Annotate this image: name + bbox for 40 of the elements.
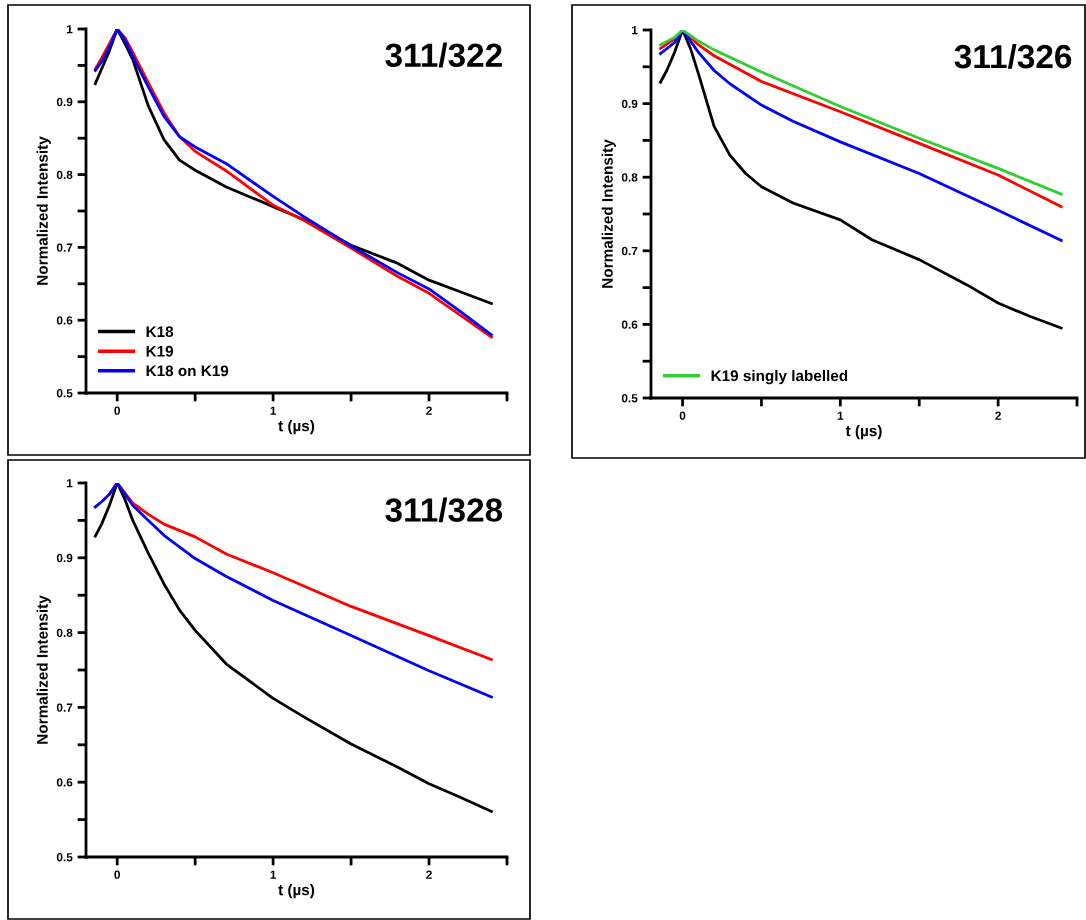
y-tick-label: 0.8 [56, 170, 73, 179]
y-tick-label: 1 [66, 479, 73, 488]
y-axis-title: Normalized Intensity [36, 136, 51, 285]
x-tick-label: 2 [995, 411, 1001, 420]
y-tick-label: 1 [66, 25, 73, 34]
y-tick-label: 0.8 [621, 173, 638, 182]
x-tick-label: 1 [837, 411, 844, 420]
y-tick-label: 0.5 [56, 389, 73, 398]
y-tick-label: 0.7 [56, 243, 73, 252]
y-tick-label: 1 [631, 26, 638, 35]
y-tick-label: 0.7 [621, 246, 638, 256]
y-tick-label: 0.6 [56, 316, 73, 325]
y-tick-label: 0.9 [56, 97, 73, 107]
x-tick-label: 2 [426, 870, 432, 879]
x-tick-label: 1 [270, 406, 277, 415]
y-tick-label: 0.6 [56, 778, 73, 787]
y-tick-label: 0.9 [621, 99, 638, 108]
y-tick-label: 0.5 [621, 394, 638, 403]
y-tick-label: 0.9 [56, 553, 73, 563]
y-tick-label: 0.7 [56, 703, 73, 712]
y-axis-title: Normalized Intensity [36, 595, 51, 744]
x-axis-title: t (µs) [278, 419, 315, 435]
chart-title: 311/328 [385, 497, 503, 523]
chart-title: 311/322 [385, 42, 502, 68]
legend-label: K19 [146, 345, 174, 357]
x-tick-label: 0 [114, 870, 120, 879]
y-tick-label: 0.5 [56, 853, 73, 862]
legend-label: K19 singly labelled [711, 369, 848, 385]
x-axis-title: t (µs) [845, 424, 882, 440]
x-tick-label: 0 [679, 411, 686, 420]
x-tick-label: 1 [270, 870, 277, 879]
x-tick-label: 2 [426, 406, 432, 415]
chart-title: 311/326 [954, 43, 1072, 69]
legend-label: K18 [146, 326, 174, 338]
legend-label: K18 on K19 [146, 365, 229, 377]
y-tick-label: 0.6 [621, 320, 638, 329]
y-tick-label: 0.8 [56, 628, 73, 637]
x-axis-title: t (µs) [278, 883, 315, 899]
x-tick-label: 0 [114, 406, 120, 415]
y-axis-title: Normalized Intensity [601, 139, 616, 288]
